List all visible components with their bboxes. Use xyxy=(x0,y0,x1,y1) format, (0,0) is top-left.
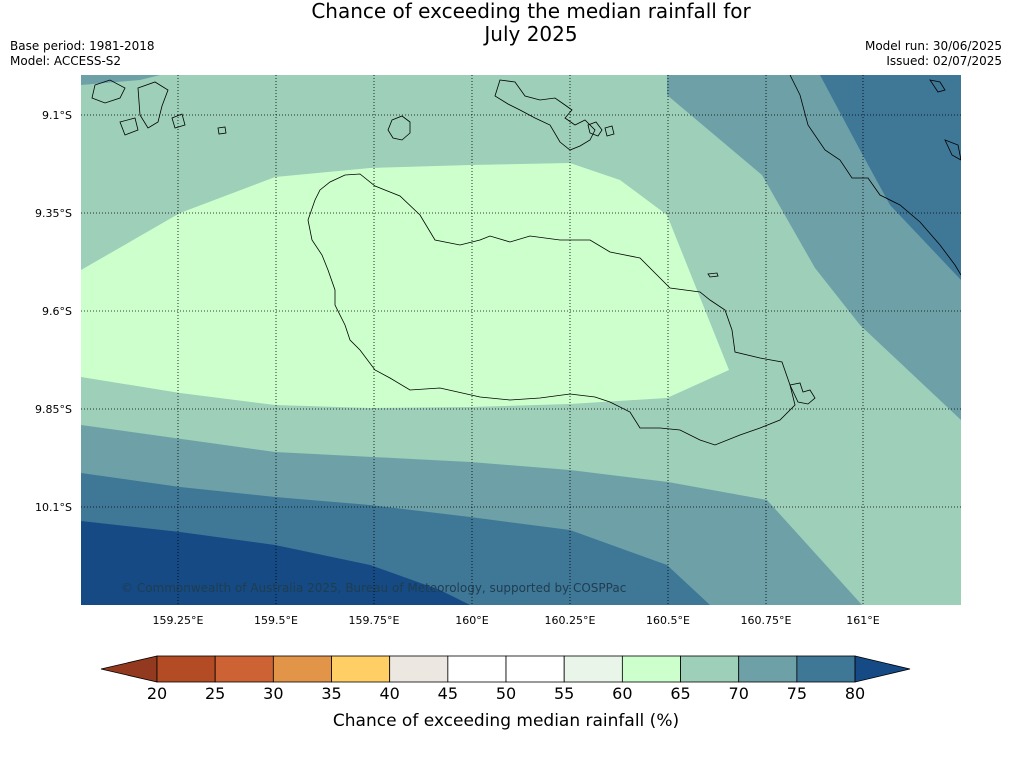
colorbar-segment-65-70 xyxy=(680,655,740,683)
island-small-circle xyxy=(387,115,411,141)
island-florida-small xyxy=(587,121,603,137)
longitude-labels: 159.25°E 159.5°E 159.75°E 160°E 160.25°E… xyxy=(153,614,880,627)
colorbar-tick-50: 50 xyxy=(496,684,516,703)
colorbar-segment-55-60 xyxy=(563,655,623,683)
colorbar-tick-45: 45 xyxy=(438,684,458,703)
model-run-text: Model run: 30/06/2025 xyxy=(864,39,1002,53)
colorbar-segment-50-55 xyxy=(505,655,565,683)
lon-label-160: 160°E xyxy=(455,614,488,627)
colorbar-segment-70-75 xyxy=(738,655,798,683)
colorbar-tick-20: 20 xyxy=(147,684,167,703)
title-line-1: Chance of exceeding the median rainfall … xyxy=(311,0,751,23)
lat-label-9-1: 9.1°S xyxy=(42,109,72,122)
lon-label-160-5: 160.5°E xyxy=(646,614,690,627)
graticule xyxy=(81,75,961,605)
lat-label-9-6: 9.6°S xyxy=(42,305,72,318)
model-text: Model: ACCESS-S2 xyxy=(10,54,122,68)
lat-label-9-85: 9.85°S xyxy=(35,403,72,416)
contour-fields xyxy=(81,75,961,605)
island-russell-4 xyxy=(171,113,186,129)
issued-text: Issued: 02/07/2025 xyxy=(886,54,1002,68)
colorbar-tick-25: 25 xyxy=(205,684,225,703)
colorbar-extend-high xyxy=(854,655,911,683)
colorbar-segment-35-40 xyxy=(331,655,391,683)
colorbar-segments xyxy=(100,655,911,683)
island-russell-3 xyxy=(119,117,139,136)
colorbar-title: Chance of exceeding median rainfall (%) xyxy=(333,711,679,731)
lon-label-161: 161°E xyxy=(846,614,879,627)
colorbar-tick-80: 80 xyxy=(845,684,865,703)
coastlines xyxy=(91,75,961,446)
island-guadalcanal xyxy=(307,173,796,446)
island-russell-1 xyxy=(91,79,126,104)
colorbar-segment-40-45 xyxy=(389,655,449,683)
lon-label-159-25: 159.25°E xyxy=(153,614,204,627)
lat-label-10-1: 10.1°S xyxy=(35,501,72,514)
colorbar-segment-30-35 xyxy=(272,655,332,683)
colorbar-segment-60-65 xyxy=(621,655,681,683)
colorbar-tick-30: 30 xyxy=(263,684,283,703)
colorbar-tick-75: 75 xyxy=(787,684,807,703)
map-title: Chance of exceeding the median rainfall … xyxy=(0,0,1011,46)
lon-label-159-5: 159.5°E xyxy=(254,614,298,627)
islet-malaita-2 xyxy=(944,139,961,161)
colorbar-extend-low xyxy=(100,655,158,683)
lon-label-160-75: 160.75°E xyxy=(741,614,792,627)
island-malaita-coast xyxy=(789,75,961,276)
colorbar-tick-60: 60 xyxy=(612,684,632,703)
copyright-notice: © Commonwealth of Australia 2025, Bureau… xyxy=(121,581,626,595)
island-florida-small-2 xyxy=(604,125,615,137)
islet-malaita-1 xyxy=(929,79,946,93)
colorbar-segment-75-80 xyxy=(796,655,856,683)
colorbar: 20 25 30 35 40 45 50 55 60 65 70 75 80 Chance of exc… xyxy=(100,655,911,731)
lon-label-159-75: 159.75°E xyxy=(349,614,400,627)
colorbar-tick-35: 35 xyxy=(321,684,341,703)
meta-right: Model run: 30/06/2025 Issued: 02/07/2025 xyxy=(865,39,1002,69)
lat-label-9-35: 9.35°S xyxy=(35,207,72,220)
base-period-text: Base period: 1981-2018 xyxy=(10,39,155,53)
colorbar-segment-45-50 xyxy=(447,655,507,683)
title-line-2: July 2025 xyxy=(484,22,578,46)
contour-band-60-65 xyxy=(81,163,729,408)
contour-band-above-80 xyxy=(81,521,470,605)
islets-marau xyxy=(789,382,816,405)
island-russell-2 xyxy=(137,81,169,129)
latitude-labels: 9.1°S 9.35°S 9.6°S 9.85°S 10.1°S xyxy=(35,109,72,514)
meta-left: Base period: 1981-2018 Model: ACCESS-S2 xyxy=(10,39,155,69)
contour-band-70-75-nw xyxy=(81,75,160,85)
colorbar-segment-20-25 xyxy=(156,655,216,683)
colorbar-tick-labels: 20 25 30 35 40 45 50 55 60 65 70 75 80 xyxy=(147,684,865,703)
colorbar-tick-55: 55 xyxy=(554,684,574,703)
island-florida-main xyxy=(494,79,596,151)
colorbar-tick-70: 70 xyxy=(729,684,749,703)
islet-east xyxy=(707,272,719,278)
colorbar-tick-65: 65 xyxy=(670,684,690,703)
colorbar-segment-25-30 xyxy=(214,655,274,683)
colorbar-tick-40: 40 xyxy=(380,684,400,703)
islet-russell-5 xyxy=(217,126,227,135)
lon-label-160-25: 160.25°E xyxy=(545,614,596,627)
